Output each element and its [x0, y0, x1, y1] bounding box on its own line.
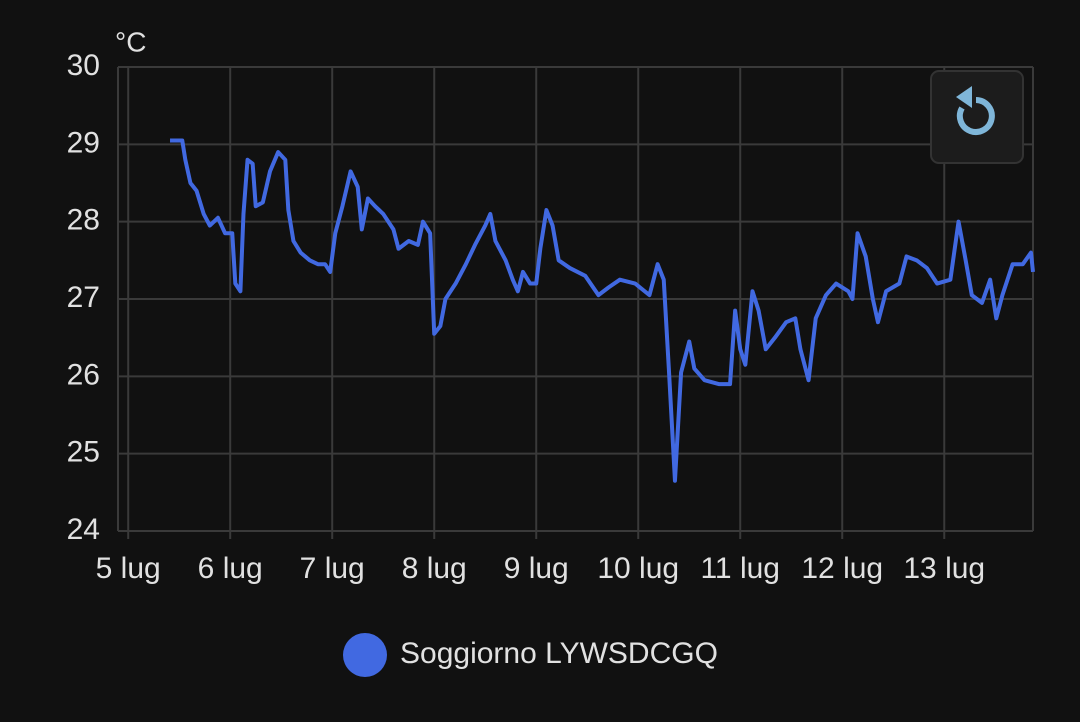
data-line — [170, 138, 1035, 483]
y-tick-label: 24 — [67, 513, 100, 546]
y-tick-label: 27 — [67, 281, 100, 314]
x-tick-label: 13 lug — [903, 552, 985, 585]
x-tick-label: 8 lug — [402, 552, 467, 585]
y-tick-label: 30 — [67, 49, 100, 82]
y-axis-unit: °C — [115, 26, 146, 57]
x-tick-label: 9 lug — [504, 552, 569, 585]
reset-icon — [956, 97, 995, 135]
legend-label: Soggiorno LYWSDCGQ — [400, 637, 718, 670]
x-tick-label: 5 lug — [96, 552, 161, 585]
y-tick-label: 28 — [67, 204, 100, 237]
y-tick-label: 29 — [67, 126, 100, 159]
reset-icon-arrow — [956, 86, 972, 108]
x-tick-label: 7 lug — [300, 552, 365, 585]
legend-marker — [343, 633, 387, 677]
reset-zoom-button[interactable] — [930, 70, 1024, 164]
x-tick-label: 11 lug — [700, 552, 780, 585]
plot — [170, 138, 1035, 483]
y-tick-label: 25 — [67, 436, 100, 469]
x-tick-label: 10 lug — [597, 552, 679, 585]
button-background[interactable] — [930, 70, 1024, 164]
x-tick-label: 6 lug — [198, 552, 263, 585]
legend: Soggiorno LYWSDCGQ — [343, 633, 718, 677]
x-tick-label: 12 lug — [801, 552, 883, 585]
y-tick-label: 26 — [67, 358, 100, 391]
